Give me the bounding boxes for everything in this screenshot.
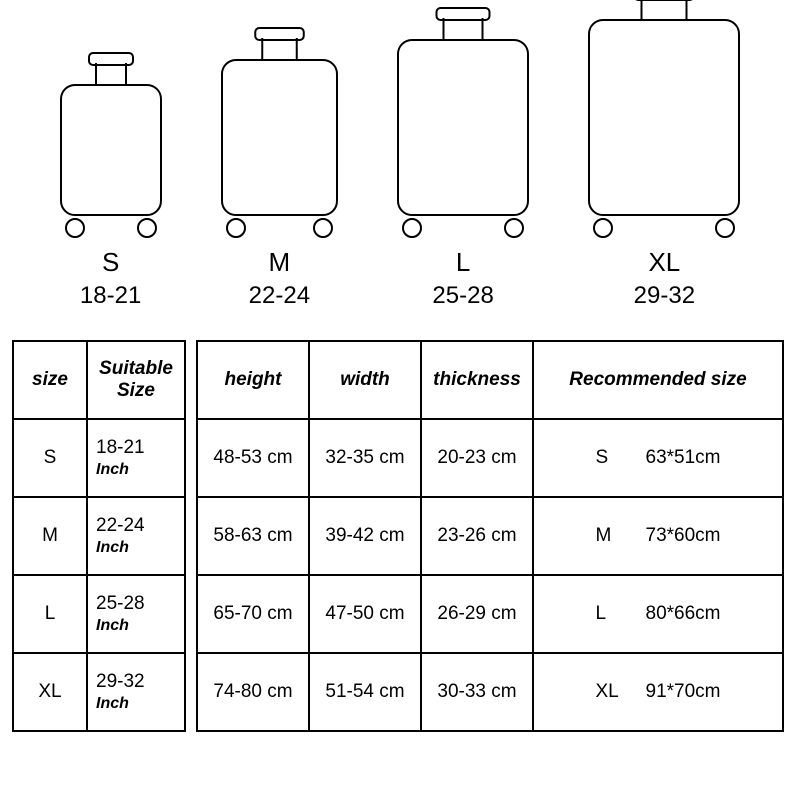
- suitcase-l: L 25-28: [388, 6, 538, 310]
- col-recommended: Recommended size: [533, 341, 783, 419]
- cell-suitable: 22-24 Inch: [87, 497, 185, 575]
- suitcase-size-label: M: [269, 247, 291, 278]
- table-row: 58-63 cm39-42 cm23-26 cm M 73*60cm: [197, 497, 783, 575]
- col-width: width: [309, 341, 421, 419]
- suitcase-size-label: S: [102, 247, 119, 278]
- suitcases-row: S 18-21 M 22-24 L 25-28 XL 29-32: [0, 0, 800, 340]
- suitcase-m: M 22-24: [212, 26, 347, 310]
- rec-size-dim: 80*66cm: [646, 603, 721, 625]
- rec-size-code: L: [596, 603, 626, 625]
- rec-size-code: XL: [596, 681, 626, 703]
- suitcase-size-range: 18-21: [80, 282, 141, 310]
- rec-size-dim: 73*60cm: [646, 525, 721, 547]
- suitable-range: 25-28: [96, 593, 145, 615]
- cell-thickness: 30-33 cm: [421, 653, 533, 731]
- cell-width: 32-35 cm: [309, 419, 421, 497]
- suitable-unit: Inch: [96, 695, 129, 713]
- suitcase-xl: XL 29-32: [579, 0, 749, 310]
- suitable-range: 22-24: [96, 515, 145, 537]
- rec-size-dim: 63*51cm: [646, 447, 721, 469]
- cell-height: 58-63 cm: [197, 497, 309, 575]
- suitcase-icon: [579, 0, 749, 241]
- cell-width: 51-54 cm: [309, 653, 421, 731]
- suitcase-icon: [212, 26, 347, 241]
- col-height: height: [197, 341, 309, 419]
- table-row: M 22-24 Inch: [13, 497, 185, 575]
- cell-height: 48-53 cm: [197, 419, 309, 497]
- rec-size-code: M: [596, 525, 626, 547]
- cell-size: L: [13, 575, 87, 653]
- suitable-unit: Inch: [96, 617, 129, 635]
- table-row: L 25-28 Inch: [13, 575, 185, 653]
- suitcase-s: S 18-21: [51, 51, 171, 310]
- tables-row: size Suitable Size S 18-21 Inch M 22-24 …: [0, 340, 800, 752]
- suitcase-size-label: L: [456, 247, 470, 278]
- table-row: 74-80 cm51-54 cm30-33 cm XL 91*70cm: [197, 653, 783, 731]
- suitcase-size-label: XL: [648, 247, 680, 278]
- cell-suitable: 18-21 Inch: [87, 419, 185, 497]
- cell-thickness: 23-26 cm: [421, 497, 533, 575]
- suitable-range: 29-32: [96, 671, 145, 693]
- suitcase-size-range: 22-24: [249, 282, 310, 310]
- cell-size: M: [13, 497, 87, 575]
- suitcase-size-range: 25-28: [432, 282, 493, 310]
- table-dimensions: height width thickness Recommended size …: [196, 340, 784, 732]
- cell-suitable: 25-28 Inch: [87, 575, 185, 653]
- suitcase-icon: [388, 6, 538, 241]
- cell-suitable: 29-32 Inch: [87, 653, 185, 731]
- cell-recommended: L 80*66cm: [533, 575, 783, 653]
- rec-size-code: S: [596, 447, 626, 469]
- cell-width: 47-50 cm: [309, 575, 421, 653]
- cell-size: XL: [13, 653, 87, 731]
- table-row: 48-53 cm32-35 cm20-23 cm S 63*51cm: [197, 419, 783, 497]
- suitable-unit: Inch: [96, 461, 129, 479]
- suitcase-size-range: 29-32: [634, 282, 695, 310]
- cell-size: S: [13, 419, 87, 497]
- col-size: size: [13, 341, 87, 419]
- cell-recommended: XL 91*70cm: [533, 653, 783, 731]
- table-size-suitable: size Suitable Size S 18-21 Inch M 22-24 …: [12, 340, 186, 732]
- cell-thickness: 26-29 cm: [421, 575, 533, 653]
- table-row: S 18-21 Inch: [13, 419, 185, 497]
- rec-size-dim: 91*70cm: [646, 681, 721, 703]
- cell-recommended: S 63*51cm: [533, 419, 783, 497]
- cell-height: 65-70 cm: [197, 575, 309, 653]
- cell-recommended: M 73*60cm: [533, 497, 783, 575]
- table-row: 65-70 cm47-50 cm26-29 cm L 80*66cm: [197, 575, 783, 653]
- suitcase-icon: [51, 51, 171, 241]
- cell-thickness: 20-23 cm: [421, 419, 533, 497]
- col-thickness: thickness: [421, 341, 533, 419]
- cell-width: 39-42 cm: [309, 497, 421, 575]
- suitable-range: 18-21: [96, 437, 145, 459]
- table-row: XL 29-32 Inch: [13, 653, 185, 731]
- suitable-unit: Inch: [96, 539, 129, 557]
- col-suitable: Suitable Size: [87, 341, 185, 419]
- cell-height: 74-80 cm: [197, 653, 309, 731]
